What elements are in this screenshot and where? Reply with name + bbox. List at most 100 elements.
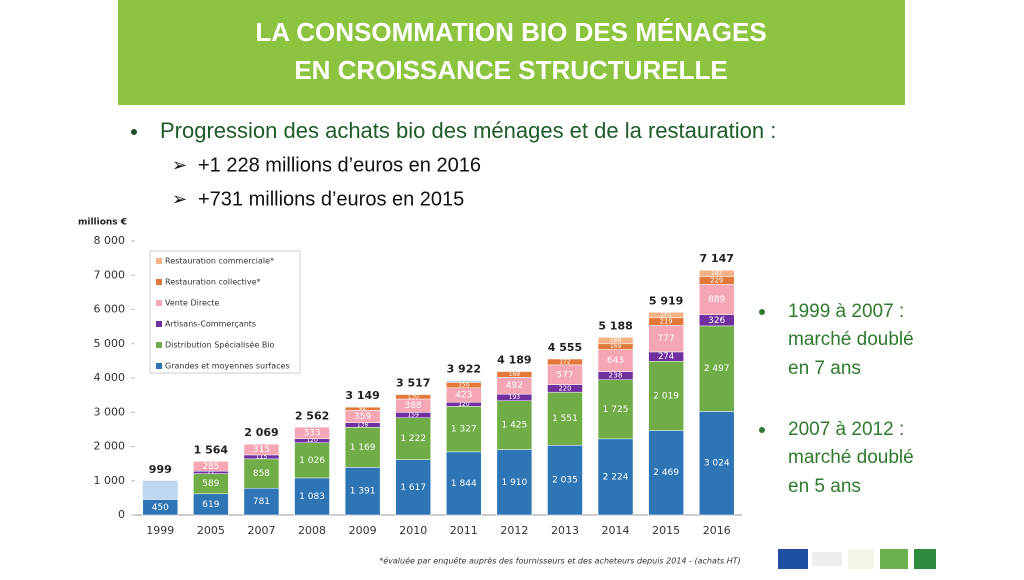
- logo: [880, 549, 908, 569]
- segment-label: 326: [708, 316, 725, 326]
- legend-label: Distribution Spécialisée Bio: [165, 340, 275, 350]
- bullet-dot: [131, 129, 137, 135]
- segment-label: 238: [609, 371, 623, 380]
- side-note: marché doublé: [788, 447, 914, 468]
- segment-label: 219: [660, 318, 673, 326]
- segment-label: 492: [506, 381, 523, 391]
- segment-label: 3 024: [704, 459, 730, 469]
- bar-segment: [648, 312, 684, 319]
- segment-label: 1 617: [400, 483, 426, 493]
- y-tick-label: 7 000: [94, 268, 126, 281]
- bar-segment: [294, 427, 330, 439]
- sub-bullet: +1 228 millions d’euros en 2016: [198, 154, 481, 176]
- segment-label: 138: [357, 421, 369, 428]
- bar-segment: [698, 325, 735, 412]
- segment-label: 1 725: [603, 405, 629, 415]
- bar-segment: [547, 391, 583, 446]
- legend-label: Grandes et moyennes surfaces: [165, 362, 290, 371]
- bar-segment: [344, 427, 381, 468]
- bar-segment: [597, 379, 634, 440]
- total-label: 2 069: [244, 426, 278, 439]
- segment-label: 1 391: [350, 487, 376, 497]
- segment-label: 193: [509, 394, 521, 401]
- bar-segment: [344, 467, 381, 516]
- bar-segment: [344, 406, 381, 411]
- bar-segment: [496, 371, 533, 378]
- segment-label: 1 551: [552, 414, 578, 424]
- legend-swatch: [156, 258, 162, 264]
- legend-swatch: [156, 363, 162, 369]
- segment-label: 274: [658, 351, 674, 361]
- legend-swatch: [156, 321, 162, 327]
- logo: [778, 549, 808, 569]
- title-line: EN CROISSANCE STRUCTURELLE: [294, 55, 727, 85]
- y-tick-label: 8 000: [94, 234, 126, 247]
- total-label: 4 189: [497, 354, 531, 367]
- y-tick-label: 2 000: [94, 440, 126, 453]
- bar-segment: [597, 438, 634, 516]
- bar-segment: [142, 499, 179, 516]
- segment-label: 159: [407, 412, 419, 419]
- legend-label: Vente Directe: [165, 299, 219, 308]
- segment-label: 2 035: [552, 476, 578, 486]
- y-tick-label: 0: [118, 508, 125, 521]
- bar-segment: [243, 443, 280, 456]
- segment-label: 169: [610, 343, 622, 350]
- y-tick-label: 1 000: [94, 474, 126, 487]
- legend-swatch: [156, 342, 162, 348]
- segment-label: 1 844: [451, 479, 477, 489]
- y-tick-label: 4 000: [94, 371, 126, 384]
- segment-label: 189: [610, 337, 622, 344]
- side-notes: 1999 à 2007 : marché doublé en 7 ans 200…: [759, 301, 914, 497]
- bar-segment: [648, 361, 684, 431]
- bar-segment: [294, 477, 330, 516]
- sub-bullet: +731 millions d’euros en 2015: [198, 188, 464, 210]
- legend-swatch: [156, 279, 162, 285]
- total-label: 2 562: [295, 409, 329, 422]
- bar-segment: [496, 449, 533, 516]
- segment-label: 1 327: [451, 425, 477, 435]
- y-tick-label: 3 000: [94, 405, 126, 418]
- segment-label: 333: [303, 428, 320, 438]
- footnote: *évaluée par enquête auprès des fourniss…: [379, 556, 741, 566]
- segment-label: 172: [559, 358, 571, 365]
- x-tick-label: 2013: [551, 524, 579, 537]
- bullet-dot: [759, 427, 765, 433]
- total-label: 1 564: [194, 443, 229, 456]
- segment-label: 130: [407, 393, 419, 400]
- x-tick-label: 2010: [399, 524, 427, 537]
- legend-label: Restauration commerciale*: [165, 257, 274, 266]
- total-label: 999: [149, 463, 172, 476]
- legend-box: [149, 250, 301, 374]
- bar-segment: [597, 337, 634, 345]
- bar-segment: [243, 458, 280, 489]
- segment-label: 777: [658, 334, 675, 344]
- total-label: 4 555: [548, 341, 582, 354]
- segment-label: 92: [359, 405, 367, 412]
- side-note: en 7 ans: [788, 358, 861, 379]
- segment-label: 1 169: [350, 443, 376, 453]
- bar-segment: [395, 394, 431, 400]
- logo: [848, 549, 874, 569]
- segment-label: 229: [710, 275, 723, 284]
- segment-label: 1 425: [501, 421, 527, 431]
- chart: 0 1 000 2 000 3 000 4 000 5 000 6 000 7 000 8 00…: [94, 234, 742, 537]
- bar-segment: [446, 451, 482, 516]
- segment-label: 423: [455, 391, 472, 401]
- segment-label: 1 910: [501, 478, 527, 488]
- segment-label: 71: [207, 469, 215, 476]
- bar-segment: [193, 461, 229, 472]
- header-band: [118, 0, 905, 105]
- segment-label: 156: [458, 382, 470, 389]
- bar-segment: [648, 325, 684, 353]
- bullet-dot: [759, 309, 765, 315]
- legend-label: Artisans-Commerçants: [165, 320, 256, 329]
- x-tick-label: 2012: [500, 524, 528, 537]
- segment-label: 858: [253, 469, 270, 479]
- segment-label: 169: [509, 371, 521, 378]
- total-label: 7 147: [699, 252, 733, 265]
- bar-segment: [496, 400, 533, 450]
- logo: [812, 552, 842, 566]
